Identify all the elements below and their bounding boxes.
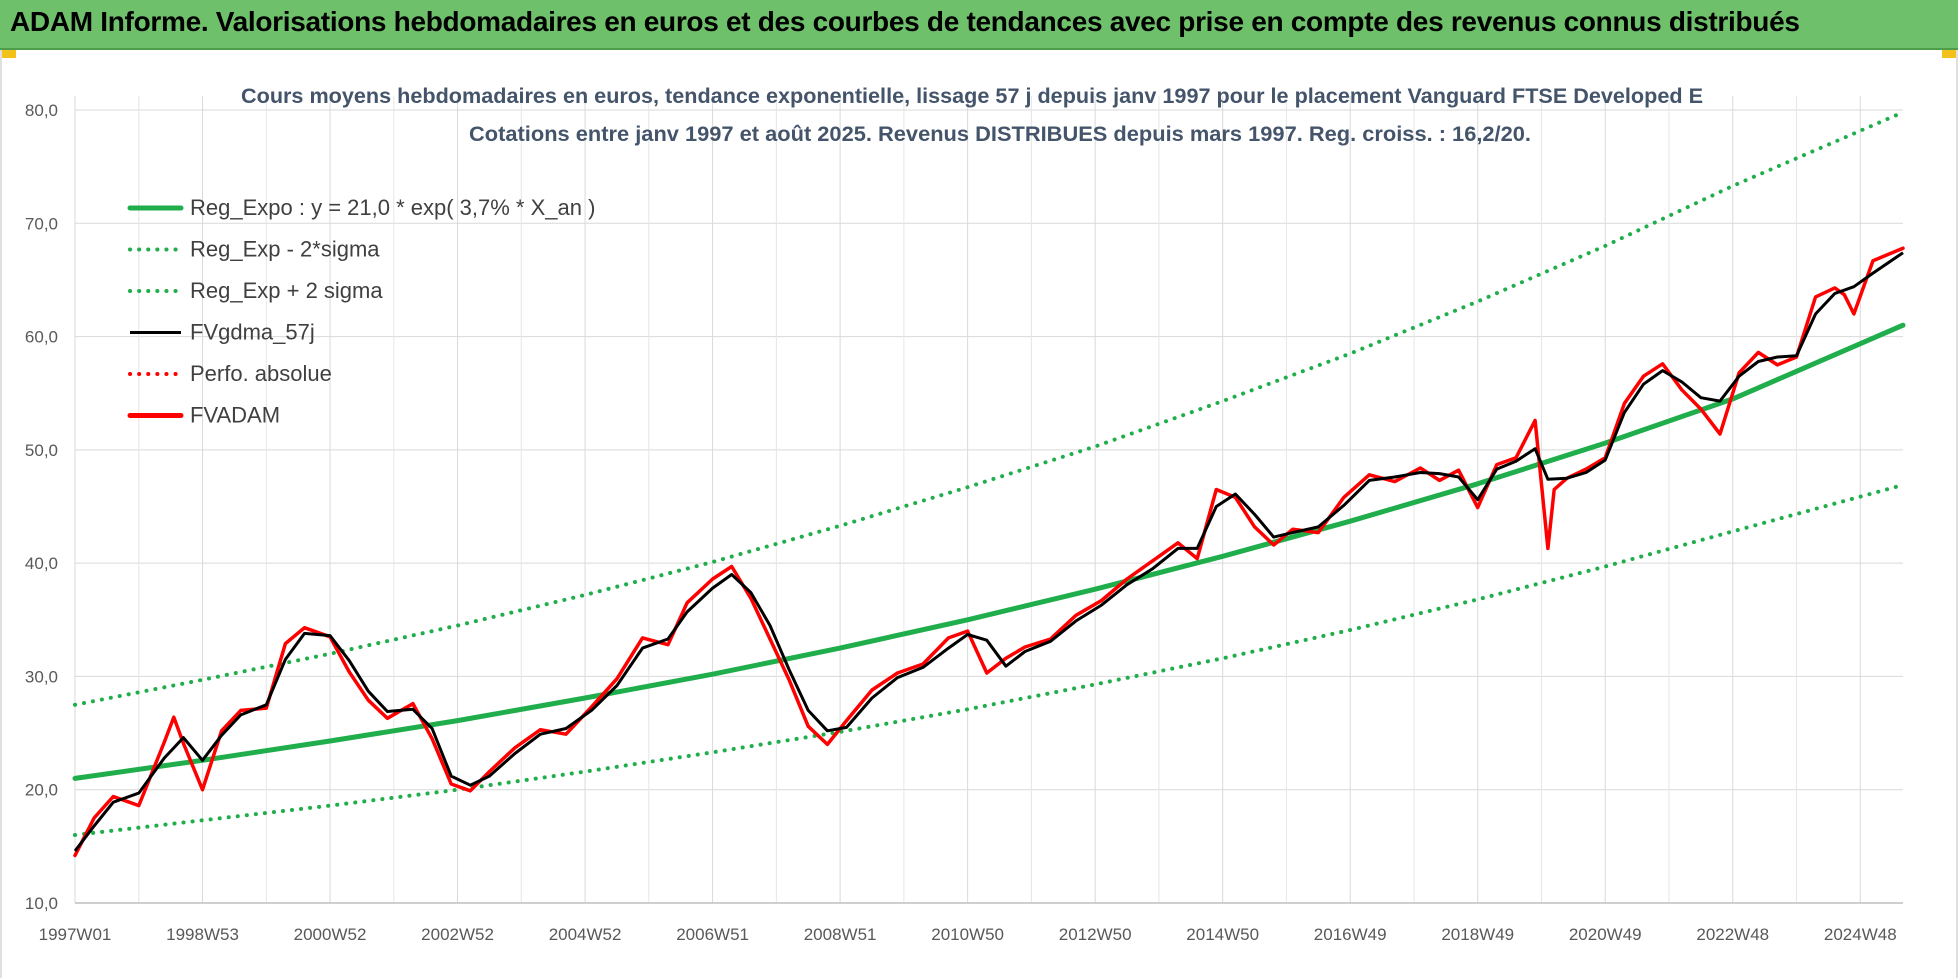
legend-label: FVADAM bbox=[190, 403, 280, 428]
legend-label: FVgdma_57j bbox=[190, 320, 315, 345]
y-tick-label: 30,0 bbox=[25, 667, 58, 686]
x-tick-label: 2002W52 bbox=[421, 925, 494, 944]
series-line-1 bbox=[73, 483, 1905, 837]
x-tick-label: 2014W50 bbox=[1186, 925, 1259, 944]
y-tick-label: 80,0 bbox=[25, 101, 58, 120]
y-tick-label: 50,0 bbox=[25, 441, 58, 460]
axis-layer: 10,0 20,0 30,0 40,0 50,0 60,0 70,0 80,0 1997W01 1… bbox=[25, 101, 1903, 944]
x-tick-label: 2020W49 bbox=[1569, 925, 1642, 944]
x-tick-label: 2010W50 bbox=[931, 925, 1004, 944]
corner-mark-right bbox=[1942, 50, 1958, 58]
x-tick-label: 2024W48 bbox=[1824, 925, 1897, 944]
series-line-3 bbox=[73, 251, 1904, 852]
chart-frame bbox=[0, 50, 1958, 978]
x-tick-label: 2016W49 bbox=[1314, 925, 1387, 944]
x-tick-label: 2008W51 bbox=[804, 925, 877, 944]
chart-subtitle: Cotations entre janv 1997 et août 2025. … bbox=[469, 123, 1531, 146]
x-tick-label: 2000W52 bbox=[294, 925, 367, 944]
x-tick-label: 2018W49 bbox=[1441, 925, 1514, 944]
series-line-4 bbox=[73, 246, 1905, 858]
chart-title: Cours moyens hebdomadaires en euros, ten… bbox=[241, 85, 1703, 108]
series-layer bbox=[72, 110, 1906, 858]
y-tick-label: 10,0 bbox=[25, 894, 58, 913]
series-line-0 bbox=[72, 322, 1906, 781]
y-tick-label: 20,0 bbox=[25, 781, 58, 800]
grid-layer bbox=[74, 96, 1903, 904]
x-tick-label: 2006W51 bbox=[676, 925, 749, 944]
x-tick-label: 1998W53 bbox=[166, 925, 239, 944]
legend-label: Reg_Exp + 2 sigma bbox=[190, 278, 383, 303]
report-title: ADAM Informe. Valorisations hebdomadaire… bbox=[10, 6, 1800, 37]
series-line-2 bbox=[73, 110, 1905, 707]
legend-label: Reg_Exp - 2*sigma bbox=[190, 237, 380, 262]
y-tick-label: 40,0 bbox=[25, 554, 58, 573]
corner-mark-left bbox=[0, 50, 16, 58]
chart-legend: Reg_Expo : y = 21,0 * exp( 3,7% * X_an )… bbox=[127, 195, 595, 428]
report-banner: ADAM Informe. Valorisations hebdomadaire… bbox=[0, 0, 1958, 50]
x-tick-label: 2004W52 bbox=[549, 925, 622, 944]
x-tick-label: 2012W50 bbox=[1059, 925, 1132, 944]
legend-label: Reg_Expo : y = 21,0 * exp( 3,7% * X_an ) bbox=[190, 195, 595, 220]
y-tick-label: 60,0 bbox=[25, 328, 58, 347]
x-tick-label: 1997W01 bbox=[39, 925, 112, 944]
y-tick-label: 70,0 bbox=[25, 214, 58, 233]
x-tick-label: 2022W48 bbox=[1696, 925, 1769, 944]
legend-label: Perfo. absolue bbox=[190, 361, 332, 386]
